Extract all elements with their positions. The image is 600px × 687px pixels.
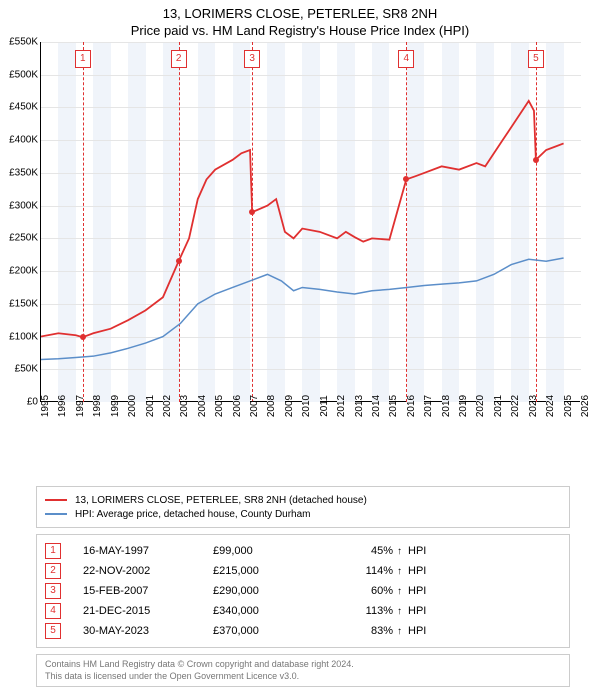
sale-hpi-label: HPI bbox=[408, 545, 426, 557]
y-axis-label: £150K bbox=[0, 298, 38, 309]
plot-region: 1 2 3 4 5 bbox=[40, 42, 580, 402]
legend-swatch bbox=[45, 513, 67, 515]
sale-row: 2 22-NOV-2002£215,000114% ↑ HPI bbox=[45, 561, 561, 581]
legend-item: HPI: Average price, detached house, Coun… bbox=[45, 507, 561, 521]
sale-pct: 45% bbox=[323, 545, 393, 557]
y-axis-label: £300K bbox=[0, 200, 38, 211]
chart-area: 12345 £0£50K£100K£150K£200K£250K£300K£35… bbox=[40, 42, 600, 442]
sale-price: £99,000 bbox=[213, 545, 323, 557]
x-axis-label: 2026 bbox=[580, 395, 591, 417]
sale-date: 21-DEC-2015 bbox=[83, 605, 213, 617]
y-axis-label: £0 bbox=[0, 397, 38, 408]
footer-attribution: Contains HM Land Registry data © Crown c… bbox=[36, 654, 570, 687]
sale-date: 30-MAY-2023 bbox=[83, 625, 213, 637]
arrow-up-icon: ↑ bbox=[397, 606, 402, 617]
sale-price: £290,000 bbox=[213, 585, 323, 597]
sale-hpi-label: HPI bbox=[408, 605, 426, 617]
legend-swatch bbox=[45, 499, 67, 501]
series-line bbox=[41, 258, 564, 359]
sales-table: 1 16-MAY-1997£99,00045% ↑ HPI 2 22-NOV-2002£2… bbox=[36, 534, 570, 648]
sale-pct: 60% bbox=[323, 585, 393, 597]
sale-flag: 2 bbox=[171, 50, 187, 68]
sale-index: 3 bbox=[45, 583, 61, 599]
legend-label: 13, LORIMERS CLOSE, PETERLEE, SR8 2NH (d… bbox=[75, 495, 367, 506]
legend: 13, LORIMERS CLOSE, PETERLEE, SR8 2NH (d… bbox=[36, 486, 570, 528]
sale-pct: 113% bbox=[323, 605, 393, 617]
arrow-up-icon: ↑ bbox=[397, 586, 402, 597]
legend-item: 13, LORIMERS CLOSE, PETERLEE, SR8 2NH (d… bbox=[45, 493, 561, 507]
sale-row: 3 15-FEB-2007£290,00060% ↑ HPI bbox=[45, 581, 561, 601]
y-axis-label: £50K bbox=[0, 364, 38, 375]
sale-flag: 1 bbox=[75, 50, 91, 68]
sale-hpi-label: HPI bbox=[408, 565, 426, 577]
footer-line1: Contains HM Land Registry data © Crown c… bbox=[45, 659, 561, 671]
sale-flag: 3 bbox=[244, 50, 260, 68]
sale-marker bbox=[176, 258, 182, 264]
y-axis-label: £250K bbox=[0, 233, 38, 244]
arrow-up-icon: ↑ bbox=[397, 626, 402, 637]
arrow-up-icon: ↑ bbox=[397, 546, 402, 557]
arrow-up-icon: ↑ bbox=[397, 566, 402, 577]
sale-index: 2 bbox=[45, 563, 61, 579]
sale-date: 15-FEB-2007 bbox=[83, 585, 213, 597]
sale-date: 22-NOV-2002 bbox=[83, 565, 213, 577]
footer-line2: This data is licensed under the Open Gov… bbox=[45, 671, 561, 683]
y-axis-label: £400K bbox=[0, 135, 38, 146]
series-line bbox=[41, 101, 564, 337]
y-axis-label: £200K bbox=[0, 266, 38, 277]
y-axis-label: £550K bbox=[0, 37, 38, 48]
sale-row: 5 30-MAY-2023£370,00083% ↑ HPI bbox=[45, 621, 561, 641]
sale-hpi-label: HPI bbox=[408, 585, 426, 597]
y-axis-label: £350K bbox=[0, 167, 38, 178]
sale-row: 1 16-MAY-1997£99,00045% ↑ HPI bbox=[45, 541, 561, 561]
sale-index: 1 bbox=[45, 543, 61, 559]
sale-pct: 114% bbox=[323, 565, 393, 577]
sale-flag: 4 bbox=[398, 50, 414, 68]
sale-pct: 83% bbox=[323, 625, 393, 637]
sale-date: 16-MAY-1997 bbox=[83, 545, 213, 557]
legend-label: HPI: Average price, detached house, Coun… bbox=[75, 509, 311, 520]
sale-marker bbox=[533, 157, 539, 163]
sale-price: £215,000 bbox=[213, 565, 323, 577]
sale-marker bbox=[403, 176, 409, 182]
sale-row: 4 21-DEC-2015£340,000113% ↑ HPI bbox=[45, 601, 561, 621]
sale-flag: 5 bbox=[528, 50, 544, 68]
sale-index: 5 bbox=[45, 623, 61, 639]
sale-price: £340,000 bbox=[213, 605, 323, 617]
sale-hpi-label: HPI bbox=[408, 625, 426, 637]
y-axis-label: £100K bbox=[0, 331, 38, 342]
line-svg bbox=[41, 42, 581, 402]
chart-title: 13, LORIMERS CLOSE, PETERLEE, SR8 2NH bbox=[0, 6, 600, 21]
sale-marker bbox=[249, 209, 255, 215]
sale-index: 4 bbox=[45, 603, 61, 619]
sale-marker bbox=[80, 334, 86, 340]
chart-subtitle: Price paid vs. HM Land Registry's House … bbox=[0, 23, 600, 38]
y-axis-label: £500K bbox=[0, 69, 38, 80]
y-axis-label: £450K bbox=[0, 102, 38, 113]
sale-price: £370,000 bbox=[213, 625, 323, 637]
